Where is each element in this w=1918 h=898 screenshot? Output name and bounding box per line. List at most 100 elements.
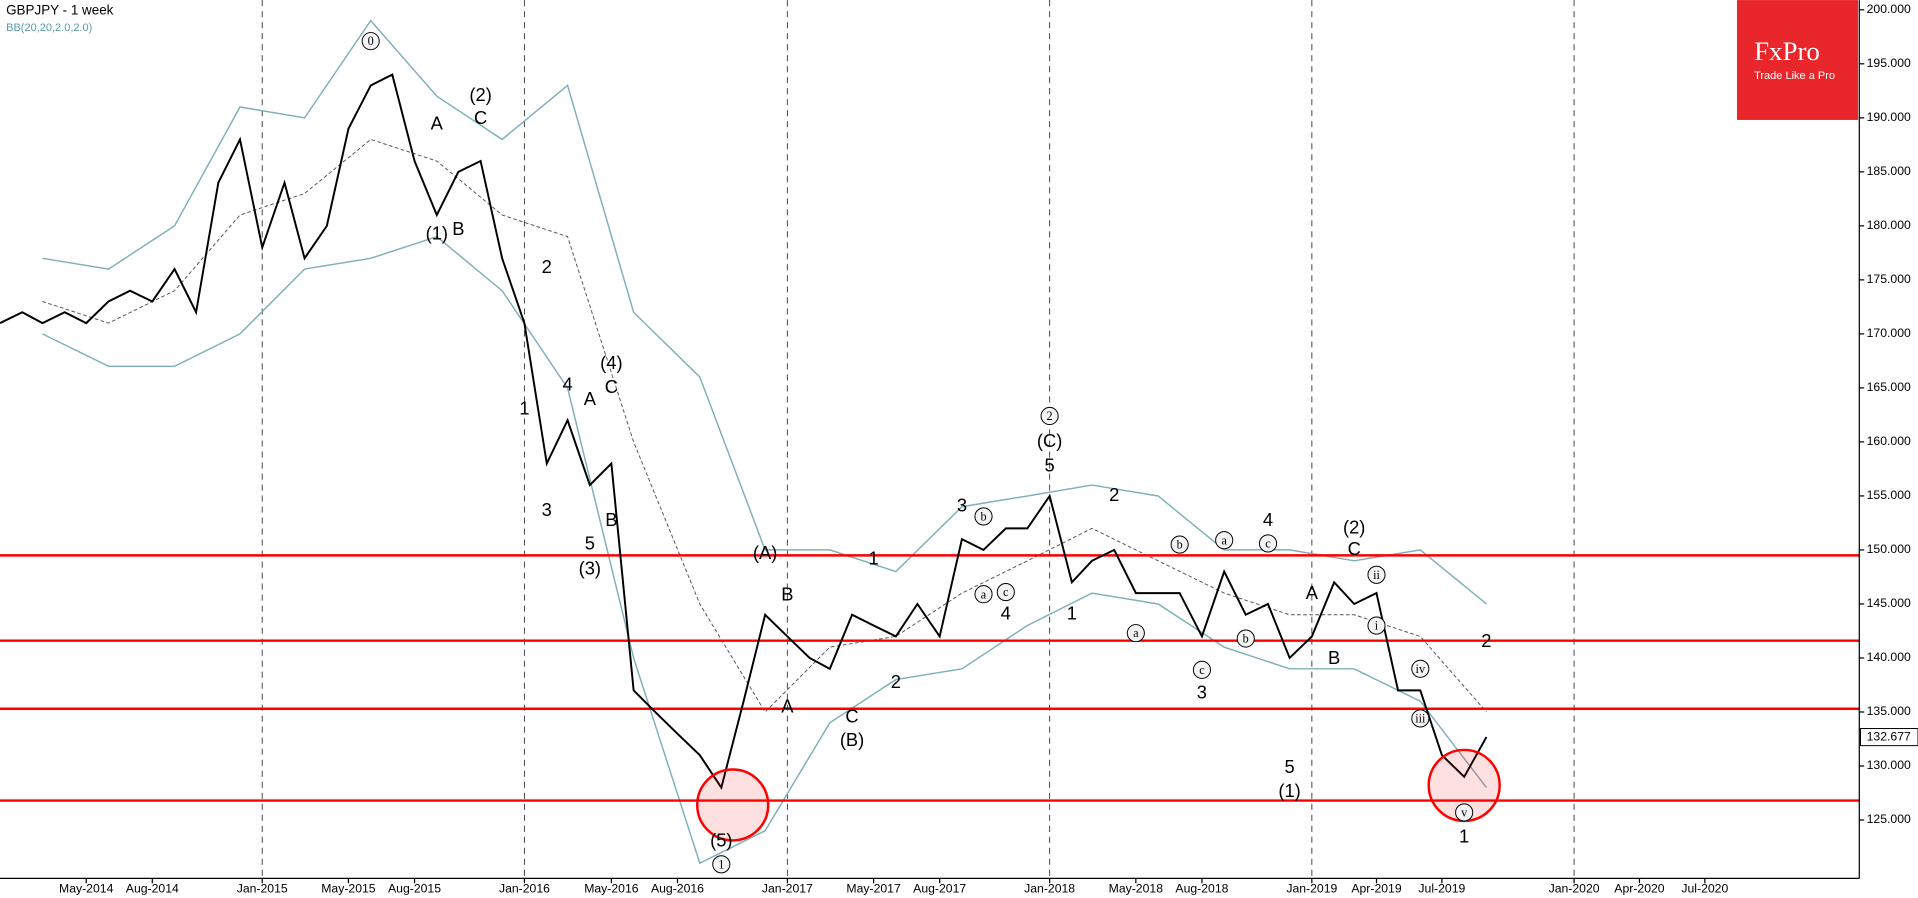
chart-title: GBPJPY - 1 week	[6, 3, 114, 18]
wave-label: C	[474, 107, 487, 128]
wave-label: b	[1177, 538, 1183, 552]
price-layer	[0, 73, 1488, 790]
annotation-circle	[1170, 535, 1189, 554]
x-tick-label: Jan-2017	[762, 882, 813, 896]
grid-layer	[261, 0, 1575, 879]
y-tick-label: 165.000	[1867, 380, 1911, 394]
x-tick-label: Jan-2016	[499, 882, 550, 896]
wave-label: 4	[562, 374, 572, 395]
x-tick-label: Jan-2018	[1024, 882, 1075, 896]
wave-label: c	[1003, 585, 1009, 599]
wave-label: v	[1461, 805, 1468, 819]
wave-label: (2)	[1343, 516, 1365, 537]
y-tick-label: 175.000	[1867, 272, 1911, 286]
levels-layer	[0, 554, 1860, 802]
wave-label: B	[452, 218, 464, 239]
axis-layer: 125.000 130.000 135.000 140.000 145.000 150.0…	[59, 2, 1918, 896]
highlight-circle	[696, 768, 770, 842]
annotation-circle	[974, 507, 993, 526]
wave-label: 1	[718, 857, 724, 871]
x-tick-label: Aug-2018	[1175, 882, 1228, 896]
x-tick-label: May-2016	[584, 882, 639, 896]
y-tick-label: 160.000	[1867, 434, 1911, 448]
wave-label: 2	[1047, 409, 1053, 423]
x-tick-label: Apr-2019	[1351, 882, 1401, 896]
wave-label: 4	[1001, 603, 1011, 624]
wave-label: iv	[1416, 662, 1426, 676]
wave-label: 1	[519, 397, 529, 418]
wave-label: C	[605, 376, 618, 397]
wave-label: B	[1328, 647, 1340, 668]
x-tick-label: Jul-2019	[1418, 882, 1465, 896]
y-tick-label: 125.000	[1867, 812, 1911, 826]
wave-label: B	[605, 509, 617, 530]
y-tick-label: 150.000	[1867, 542, 1911, 556]
annotation-circle	[1367, 565, 1386, 584]
annotation-circle	[1367, 616, 1386, 635]
wave-label: c	[1265, 536, 1271, 550]
x-tick-label: Jan-2020	[1549, 882, 1600, 896]
y-tick-label: 185.000	[1867, 164, 1911, 178]
annotation-circle	[712, 855, 731, 874]
x-tick-label: May-2018	[1109, 882, 1164, 896]
wave-label: ii	[1373, 568, 1380, 582]
annotation-circle	[1236, 629, 1255, 648]
wave-label: b	[1243, 632, 1249, 646]
price-line	[0, 73, 1488, 790]
wave-label: (C)	[1037, 430, 1062, 451]
x-tick-label: May-2017	[846, 882, 901, 896]
wave-label: c	[1199, 663, 1205, 677]
wave-label: A	[1306, 582, 1319, 603]
x-tick-label: Aug-2015	[388, 882, 441, 896]
y-tick-label: 170.000	[1867, 326, 1911, 340]
annotation-circle	[1455, 803, 1474, 822]
wave-label: b	[980, 509, 986, 523]
x-tick-label: Aug-2014	[126, 882, 179, 896]
y-tick-label: 145.000	[1867, 596, 1911, 610]
annotation-circle	[1126, 624, 1145, 643]
annotation-circle	[1192, 660, 1211, 679]
wave-label: (A)	[753, 542, 777, 563]
bollinger-middle	[42, 138, 1487, 713]
wave-label: i	[1375, 619, 1379, 633]
x-tick-label: May-2015	[321, 882, 376, 896]
indicator-label: BB(20,20,2.0,2.0)	[6, 22, 92, 34]
x-tick-label: Jul-2020	[1681, 882, 1728, 896]
logo-tagline: Trade Like a Pro	[1754, 70, 1835, 82]
x-tick-label: Aug-2016	[651, 882, 704, 896]
wave-label: 1	[1067, 603, 1077, 624]
bollinger-upper	[42, 19, 1487, 605]
wave-label: 1	[869, 548, 879, 569]
y-tick-label: 200.000	[1867, 2, 1911, 16]
wave-label: A	[431, 112, 444, 133]
wave-label: a	[1133, 626, 1139, 640]
wave-label: 2	[891, 671, 901, 692]
wave-label: A	[584, 388, 597, 409]
logo-name: FxPro	[1754, 36, 1820, 66]
wave-label: C	[845, 705, 858, 726]
wave-label: 5	[1045, 455, 1055, 476]
wave-label: 3	[1197, 682, 1207, 703]
y-tick-label: 130.000	[1867, 758, 1911, 772]
y-tick-label: 140.000	[1867, 650, 1911, 664]
y-tick-label: 180.000	[1867, 218, 1911, 232]
wave-label: 1	[1459, 825, 1469, 846]
last-price-label: 132.677	[1867, 729, 1911, 743]
annotation-circle	[974, 585, 993, 604]
wave-label: (5)	[710, 830, 732, 851]
wave-label: 3	[957, 495, 967, 516]
wave-label: (B)	[840, 729, 864, 750]
annotation-circle	[1215, 531, 1234, 550]
annotation-circle	[361, 32, 380, 51]
bollinger-lower	[42, 235, 1488, 865]
wave-label: a	[981, 587, 987, 601]
wave-label: (4)	[600, 352, 622, 373]
wave-label: (2)	[469, 84, 491, 105]
wave-label: 5	[585, 533, 595, 554]
last-price-box	[1860, 728, 1918, 747]
x-tick-label: Jan-2015	[237, 882, 288, 896]
wave-label: 4	[1263, 509, 1273, 530]
